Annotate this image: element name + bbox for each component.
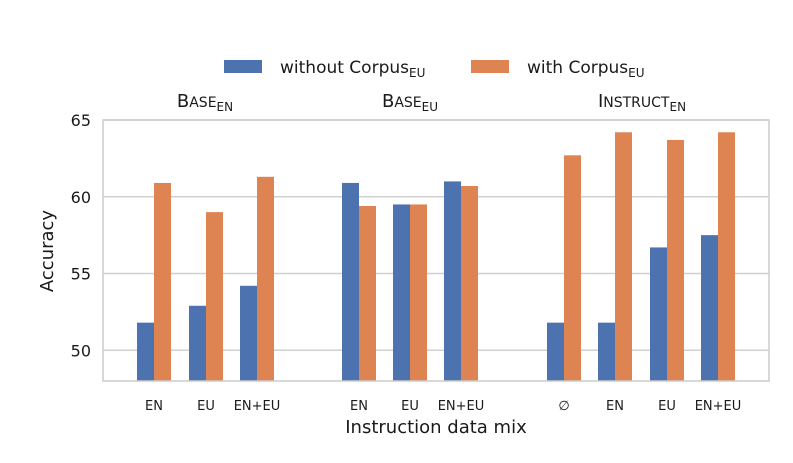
x-tick-label-g1-0: EN bbox=[350, 399, 368, 414]
x-axis-label: Instruction data mix bbox=[345, 417, 527, 438]
bar-g2-2-without bbox=[650, 247, 667, 381]
legend: without CorpusEU with CorpusEU bbox=[224, 58, 645, 80]
bar-g2-0-without bbox=[547, 322, 564, 381]
x-tick-label-g2-1: EN bbox=[606, 399, 624, 414]
legend-swatch-without bbox=[224, 60, 262, 73]
bar-g0-0-with bbox=[154, 182, 171, 381]
bar-g0-2-with bbox=[257, 176, 274, 381]
y-tick-labels: 50 55 60 65 bbox=[71, 111, 91, 360]
bar-g2-1-with bbox=[615, 132, 632, 381]
bar-g1-0-with bbox=[359, 205, 376, 381]
group-title-base-eu: BASEEU bbox=[382, 91, 438, 114]
bar-g1-2-with bbox=[461, 186, 478, 381]
bar-g1-1-without bbox=[393, 204, 410, 381]
x-tick-label-g2-2: EU bbox=[658, 399, 676, 414]
x-tick-label-g0-1: EU bbox=[197, 399, 215, 414]
bar-g1-2-without bbox=[444, 181, 461, 381]
y-tick-label-60: 60 bbox=[71, 188, 91, 207]
plot-frame bbox=[102, 119, 770, 382]
bar-g2-2-with bbox=[667, 139, 684, 381]
y-tick-label-65: 65 bbox=[71, 111, 91, 130]
x-tick-labels: EN EU EN+EU EN EU EN+EU ∅ EN EU EN+EU bbox=[145, 399, 741, 414]
x-tick-label-g1-1: EU bbox=[401, 399, 419, 414]
bar-g0-1-without bbox=[189, 305, 206, 381]
x-tick-label-g0-2: EN+EU bbox=[234, 399, 281, 414]
bar-g2-0-with bbox=[564, 155, 581, 381]
legend-swatch-with bbox=[471, 60, 509, 73]
legend-label-with: with CorpusEU bbox=[527, 58, 645, 80]
y-axis-label: Accuracy bbox=[37, 210, 58, 293]
bar-g1-1-with bbox=[410, 204, 427, 381]
bar-g0-2-without bbox=[240, 285, 257, 381]
bar-g0-0-without bbox=[137, 322, 154, 381]
legend-label-without: without CorpusEU bbox=[280, 58, 425, 80]
group-title-instruct-en: INSTRUCTEN bbox=[598, 91, 686, 114]
x-tick-label-g2-0: ∅ bbox=[558, 399, 569, 414]
bars bbox=[137, 132, 735, 381]
bar-g2-3-without bbox=[701, 235, 718, 381]
bar-g2-3-with bbox=[718, 132, 735, 381]
x-tick-label-g2-3: EN+EU bbox=[695, 399, 742, 414]
y-tick-label-55: 55 bbox=[71, 265, 91, 284]
y-tick-label-50: 50 bbox=[71, 341, 91, 360]
x-tick-label-g0-0: EN bbox=[145, 399, 163, 414]
x-tick-label-g1-2: EN+EU bbox=[438, 399, 485, 414]
group-title-base-en: BASEEN bbox=[177, 91, 233, 114]
bar-g0-1-with bbox=[206, 212, 223, 381]
bar-g2-1-without bbox=[598, 322, 615, 381]
bar-g1-0-without bbox=[342, 182, 359, 381]
